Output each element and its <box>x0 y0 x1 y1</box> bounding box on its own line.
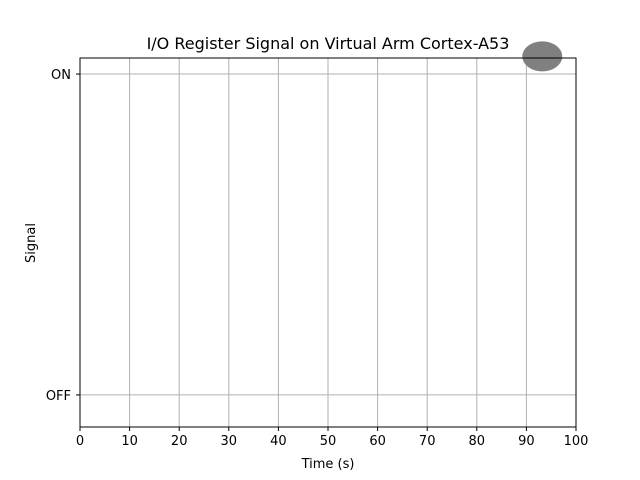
y-tick-label: OFF <box>46 389 71 404</box>
x-tick-label: 70 <box>419 434 436 449</box>
x-tick-label: 90 <box>518 434 535 449</box>
x-tick-label: 0 <box>76 434 84 449</box>
y-axis-label: Signal <box>24 223 39 263</box>
x-tick-label: 40 <box>270 434 287 449</box>
x-tick-label: 100 <box>564 434 589 449</box>
x-tick-label: 20 <box>171 434 188 449</box>
x-axis-label: Time (s) <box>301 457 355 472</box>
signal-marker <box>522 41 563 72</box>
x-axis-ticks: 0 10 20 30 40 50 60 70 80 90 100 <box>76 427 589 449</box>
x-tick-label: 80 <box>469 434 486 449</box>
x-tick-label: 10 <box>121 434 138 449</box>
x-tick-label: 50 <box>320 434 337 449</box>
y-tick-label: ON <box>51 68 71 83</box>
data-points <box>522 41 563 72</box>
chart-title: I/O Register Signal on Virtual Arm Corte… <box>147 34 510 53</box>
grid-lines <box>79 58 577 427</box>
x-tick-label: 30 <box>221 434 238 449</box>
y-axis-ticks: OFF ON <box>46 68 80 404</box>
x-tick-label: 60 <box>369 434 386 449</box>
